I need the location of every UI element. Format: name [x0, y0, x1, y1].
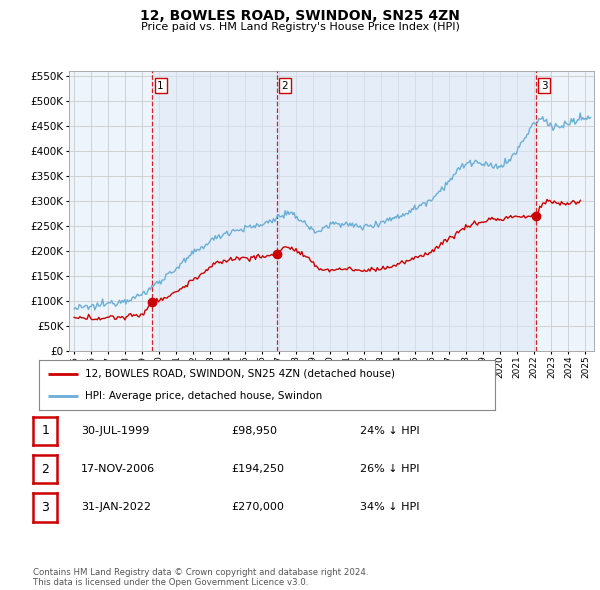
- Text: 1: 1: [41, 424, 49, 437]
- Text: 17-NOV-2006: 17-NOV-2006: [81, 464, 155, 474]
- Text: Price paid vs. HM Land Registry's House Price Index (HPI): Price paid vs. HM Land Registry's House …: [140, 22, 460, 32]
- Text: £270,000: £270,000: [231, 503, 284, 512]
- Text: 34% ↓ HPI: 34% ↓ HPI: [360, 503, 419, 512]
- Text: 2: 2: [282, 81, 289, 91]
- Text: 31-JAN-2022: 31-JAN-2022: [81, 503, 151, 512]
- Bar: [277, 71, 536, 351]
- Text: £98,950: £98,950: [231, 426, 277, 435]
- Text: 12, BOWLES ROAD, SWINDON, SN25 4ZN: 12, BOWLES ROAD, SWINDON, SN25 4ZN: [140, 9, 460, 23]
- Text: 26% ↓ HPI: 26% ↓ HPI: [360, 464, 419, 474]
- Text: 12, BOWLES ROAD, SWINDON, SN25 4ZN (detached house): 12, BOWLES ROAD, SWINDON, SN25 4ZN (deta…: [85, 369, 395, 379]
- Text: 24% ↓ HPI: 24% ↓ HPI: [360, 426, 419, 435]
- Text: £194,250: £194,250: [231, 464, 284, 474]
- Text: 1: 1: [157, 81, 164, 91]
- Bar: [152, 71, 277, 351]
- Text: HPI: Average price, detached house, Swindon: HPI: Average price, detached house, Swin…: [85, 391, 322, 401]
- Text: 30-JUL-1999: 30-JUL-1999: [81, 426, 149, 435]
- Text: 3: 3: [541, 81, 547, 91]
- Text: Contains HM Land Registry data © Crown copyright and database right 2024.
This d: Contains HM Land Registry data © Crown c…: [33, 568, 368, 587]
- Text: 2: 2: [41, 463, 49, 476]
- Text: 3: 3: [41, 501, 49, 514]
